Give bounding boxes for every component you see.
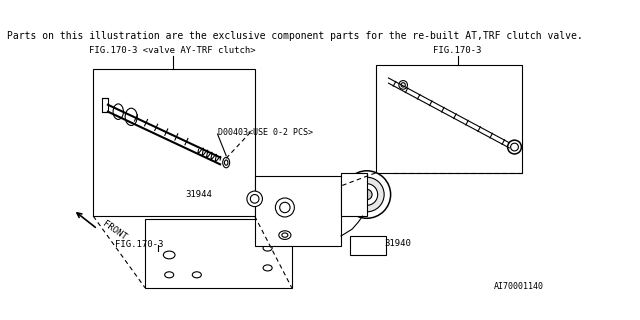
Ellipse shape [279, 231, 291, 239]
Bar [349, 236, 386, 255]
Text: FIG.170-3: FIG.170-3 [115, 240, 163, 249]
Ellipse shape [125, 108, 137, 125]
Ellipse shape [263, 245, 272, 251]
Bar [376, 65, 522, 173]
Ellipse shape [349, 177, 384, 212]
Text: Parts on this illustration are the exclusive component parts for the re-built AT: Parts on this illustration are the exclu… [7, 30, 582, 41]
Ellipse shape [508, 140, 522, 154]
Text: D00403<USE 0-2 PCS>: D00403<USE 0-2 PCS> [218, 128, 312, 137]
Ellipse shape [263, 265, 272, 271]
Bar [102, 98, 108, 112]
Ellipse shape [247, 191, 262, 207]
Text: FIG.170-3: FIG.170-3 [433, 46, 482, 55]
Bar [341, 173, 367, 216]
Ellipse shape [275, 198, 294, 217]
Text: AI70001140: AI70001140 [494, 282, 544, 291]
Text: 31944: 31944 [186, 190, 212, 199]
Ellipse shape [163, 251, 175, 259]
Bar [145, 219, 292, 288]
Text: FIG.170-3 <valve AY-TRF clutch>: FIG.170-3 <valve AY-TRF clutch> [90, 46, 256, 55]
Ellipse shape [399, 81, 408, 89]
Ellipse shape [356, 184, 378, 205]
Ellipse shape [362, 189, 372, 200]
Ellipse shape [343, 171, 390, 218]
Ellipse shape [113, 104, 124, 119]
Ellipse shape [164, 272, 173, 278]
Ellipse shape [192, 272, 202, 278]
Bar [255, 176, 341, 246]
Bar [93, 69, 255, 216]
Text: FRONT: FRONT [101, 220, 128, 242]
Ellipse shape [223, 157, 230, 168]
Text: 31940: 31940 [384, 239, 411, 248]
